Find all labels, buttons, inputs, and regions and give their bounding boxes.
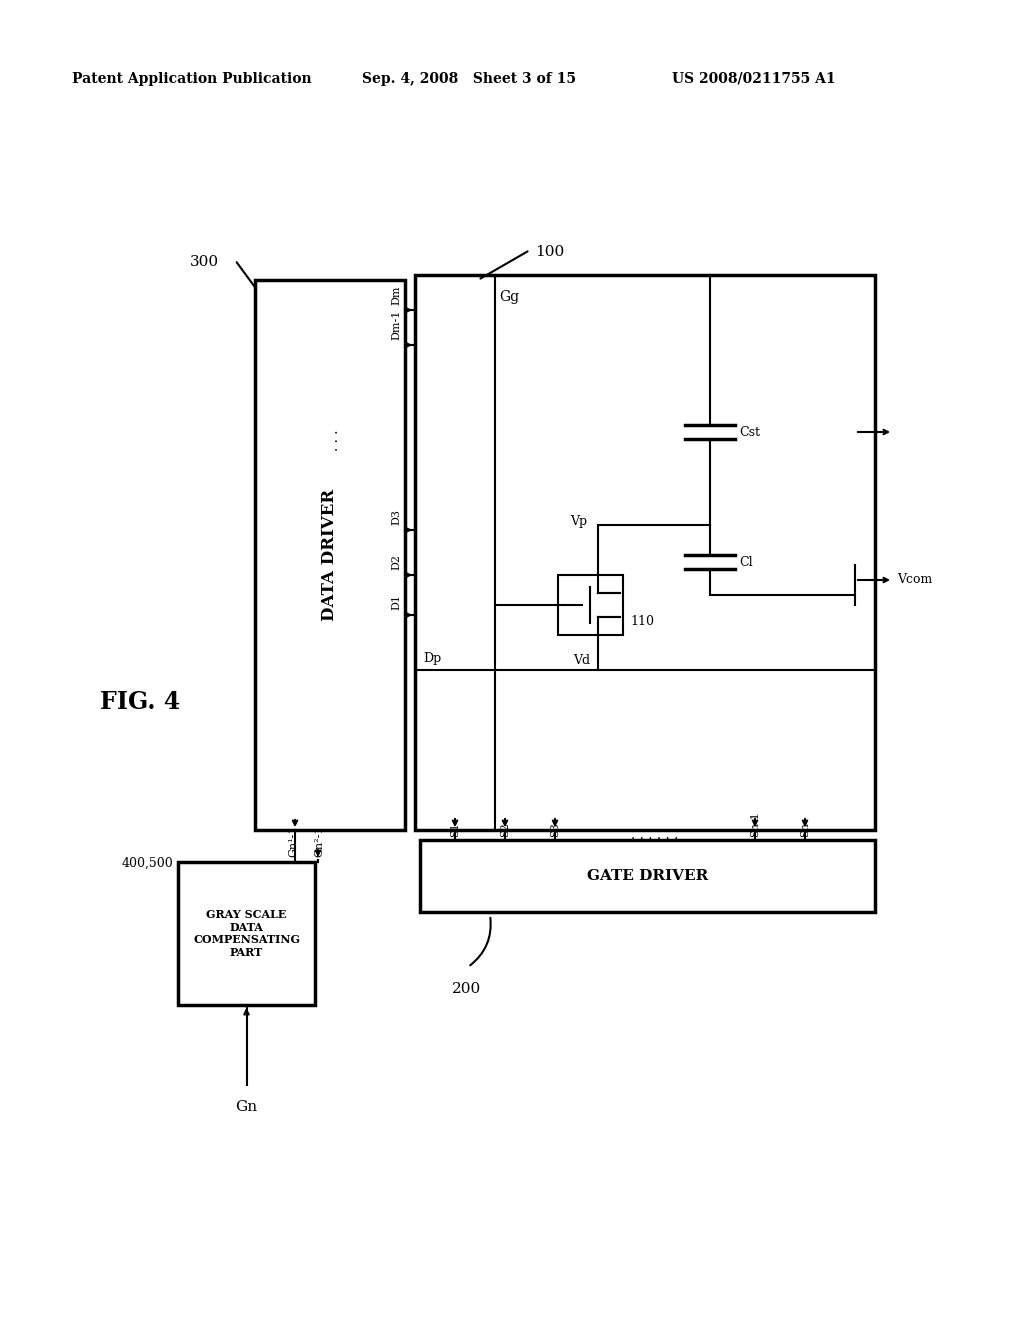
Text: Dp: Dp [423, 652, 441, 665]
Text: S3: S3 [550, 822, 560, 837]
Text: Sn: Sn [800, 822, 810, 837]
Text: . . .: . . . [327, 429, 341, 450]
Text: D3: D3 [391, 510, 401, 525]
Text: Dm: Dm [391, 285, 401, 305]
Text: Patent Application Publication: Patent Application Publication [72, 73, 311, 86]
Text: Gn¹-1: Gn¹-1 [288, 825, 298, 857]
Text: Gn²-1: Gn²-1 [314, 825, 324, 857]
Bar [420, 840, 874, 912]
Text: GATE DRIVER: GATE DRIVER [587, 869, 709, 883]
Text: . . . . . .: . . . . . . [632, 828, 679, 842]
Text: GRAY SCALE
DATA
COMPENSATING
PART: GRAY SCALE DATA COMPENSATING PART [193, 908, 300, 958]
Text: FIG. 4: FIG. 4 [100, 690, 180, 714]
Text: Gn: Gn [236, 1100, 258, 1114]
Text: D1: D1 [391, 594, 401, 610]
Text: Vp: Vp [570, 515, 587, 528]
Bar [255, 280, 406, 830]
Text: Cst: Cst [739, 425, 760, 438]
Text: Dm-1: Dm-1 [391, 310, 401, 341]
Text: S2: S2 [500, 822, 510, 837]
Text: Vcom: Vcom [897, 573, 932, 586]
Text: 200: 200 [452, 982, 481, 997]
Text: Cl: Cl [739, 556, 753, 569]
Text: D2: D2 [391, 554, 401, 570]
Text: Sep. 4, 2008   Sheet 3 of 15: Sep. 4, 2008 Sheet 3 of 15 [362, 73, 575, 86]
Text: US 2008/0211755 A1: US 2008/0211755 A1 [672, 73, 836, 86]
Text: Gg: Gg [499, 290, 519, 304]
Text: 400,500: 400,500 [121, 857, 173, 870]
Text: 100: 100 [535, 246, 564, 259]
Text: DATA DRIVER: DATA DRIVER [322, 488, 339, 622]
Bar [178, 862, 315, 1005]
Text: Vd: Vd [573, 653, 591, 667]
Text: 110: 110 [630, 615, 654, 628]
Bar [558, 576, 623, 635]
Bar [415, 275, 874, 830]
Text: S1: S1 [450, 822, 460, 837]
Text: Sn-1: Sn-1 [750, 812, 760, 837]
Text: 300: 300 [190, 255, 219, 269]
